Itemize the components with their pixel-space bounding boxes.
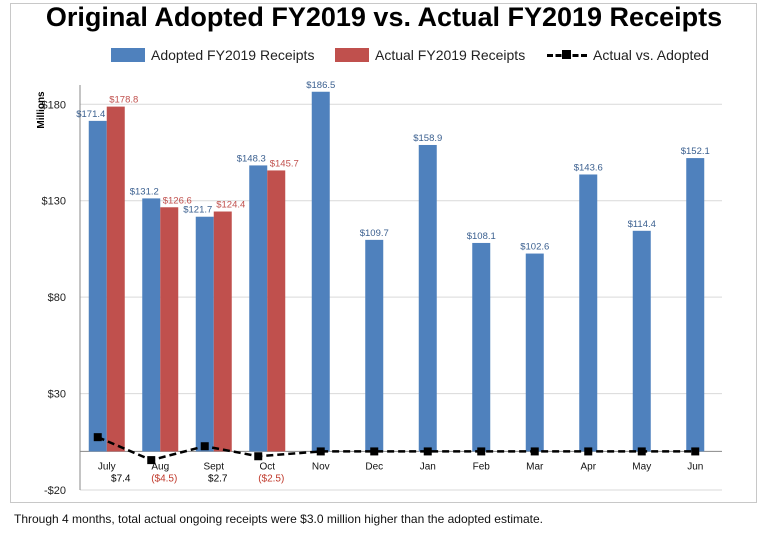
legend-swatch-difference [547, 48, 587, 62]
bar-adopted [142, 198, 161, 452]
legend: Adopted FY2019 Receipts Actual FY2019 Re… [0, 44, 768, 66]
data-label-adopted: $109.7 [360, 228, 389, 239]
difference-marker [584, 447, 593, 456]
y-tick-label: $30 [48, 389, 66, 401]
bar-adopted [418, 144, 437, 452]
legend-swatch-actual [335, 48, 369, 62]
difference-label: ($2.5) [258, 473, 284, 484]
difference-marker [370, 447, 379, 456]
legend-item-adopted: Adopted FY2019 Receipts [111, 44, 314, 66]
legend-label-difference: Actual vs. Adopted [593, 47, 709, 63]
data-label-adopted: $158.9 [413, 133, 442, 144]
data-label-adopted: $152.1 [681, 146, 710, 157]
x-tick-label: Jun [687, 461, 703, 472]
x-tick-label: July [98, 461, 116, 472]
difference-marker [254, 452, 263, 461]
data-label-adopted: $131.2 [130, 186, 159, 197]
difference-marker [637, 447, 646, 456]
data-label-adopted: $148.3 [237, 153, 266, 164]
bar-actual [267, 170, 286, 452]
difference-label: ($4.5) [151, 473, 177, 484]
data-label-adopted: $102.6 [520, 242, 549, 253]
data-label-adopted: $143.6 [574, 162, 603, 173]
legend-swatch-adopted [111, 48, 145, 62]
data-label-actual: $126.6 [163, 195, 192, 206]
difference-marker [530, 447, 539, 456]
bar-adopted [195, 216, 214, 452]
legend-item-difference: Actual vs. Adopted [547, 44, 709, 66]
x-tick-label: Feb [473, 461, 491, 472]
data-label-actual: $145.7 [270, 158, 299, 169]
difference-marker [477, 447, 486, 456]
bar-actual [213, 211, 232, 452]
data-label-adopted: $171.4 [76, 109, 105, 120]
bar-adopted [311, 91, 330, 452]
difference-label: $7.4 [111, 473, 131, 484]
y-tick-label: $180 [42, 99, 66, 111]
x-tick-label: Nov [312, 461, 330, 472]
x-tick-label: Oct [259, 461, 275, 472]
legend-item-actual: Actual FY2019 Receipts [335, 44, 525, 66]
x-tick-label: Sept [203, 461, 224, 472]
data-label-adopted: $186.5 [306, 80, 335, 91]
footnote: Through 4 months, total actual ongoing r… [14, 512, 543, 526]
difference-marker [93, 433, 102, 442]
bar-adopted [88, 120, 107, 452]
difference-marker [316, 447, 325, 456]
difference-marker [200, 442, 209, 451]
bar-adopted [579, 174, 598, 452]
chart-frame [10, 3, 757, 503]
bar-adopted [472, 242, 491, 452]
data-label-actual: $124.4 [216, 200, 245, 211]
y-tick-label: $130 [42, 196, 66, 208]
data-label-adopted: $108.1 [467, 231, 496, 242]
bar-actual [106, 106, 125, 452]
data-label-adopted: $114.4 [628, 219, 656, 230]
difference-line [97, 436, 696, 462]
bar-adopted [686, 158, 705, 452]
data-label-adopted: $121.7 [183, 205, 212, 216]
y-tick-label: -$20 [44, 485, 66, 497]
bar-actual [160, 207, 179, 452]
y-axis-label: Millions [36, 91, 47, 129]
bar-adopted [525, 253, 544, 452]
data-label-actual: $178.8 [109, 95, 138, 106]
legend-label-actual: Actual FY2019 Receipts [375, 47, 526, 63]
x-tick-label: Dec [365, 461, 383, 472]
x-tick-label: Apr [580, 461, 596, 472]
x-tick-label: Aug [151, 461, 169, 472]
x-tick-label: Mar [526, 461, 544, 472]
difference-marker [423, 447, 432, 456]
bar-adopted [365, 239, 384, 452]
difference-label: $2.7 [208, 473, 228, 484]
chart-title: Original Adopted FY2019 vs. Actual FY201… [45, 2, 723, 32]
y-tick-label: $80 [48, 292, 66, 304]
bar-adopted [249, 165, 268, 452]
bar-adopted [632, 230, 651, 452]
legend-label-adopted: Adopted FY2019 Receipts [151, 47, 315, 63]
difference-marker [147, 456, 156, 465]
x-tick-label: May [632, 461, 651, 472]
x-tick-label: Jan [420, 461, 436, 472]
difference-marker [691, 447, 700, 456]
